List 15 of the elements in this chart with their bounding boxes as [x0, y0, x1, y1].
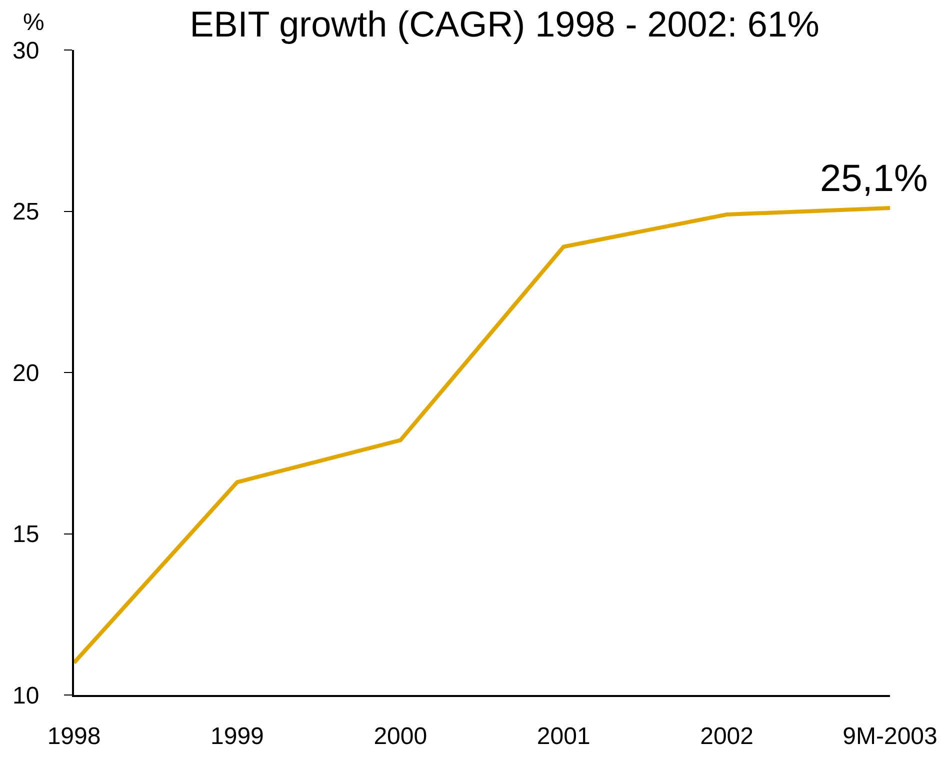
x-tick-label: 9M-2003 [842, 722, 938, 750]
x-tick-label: 2002 [700, 722, 754, 750]
chart-title: EBIT growth (CAGR) 1998 - 2002: 61% [190, 4, 820, 45]
annotation: 25,1% [820, 158, 928, 200]
y-tick-label: 25 [12, 198, 40, 226]
y-axis-title: % [23, 9, 44, 36]
x-tick-label: 2000 [374, 722, 428, 750]
y-tick-label: 15 [12, 521, 40, 548]
x-tick-label: 1998 [47, 722, 101, 750]
x-tick-label: 2001 [536, 722, 590, 750]
y-tick-label: 20 [12, 360, 40, 387]
y-tick-label: 30 [12, 37, 40, 64]
line-series [74, 206, 890, 665]
y-tick-label: 10 [12, 682, 40, 710]
x-tick-label: 1999 [210, 722, 264, 750]
